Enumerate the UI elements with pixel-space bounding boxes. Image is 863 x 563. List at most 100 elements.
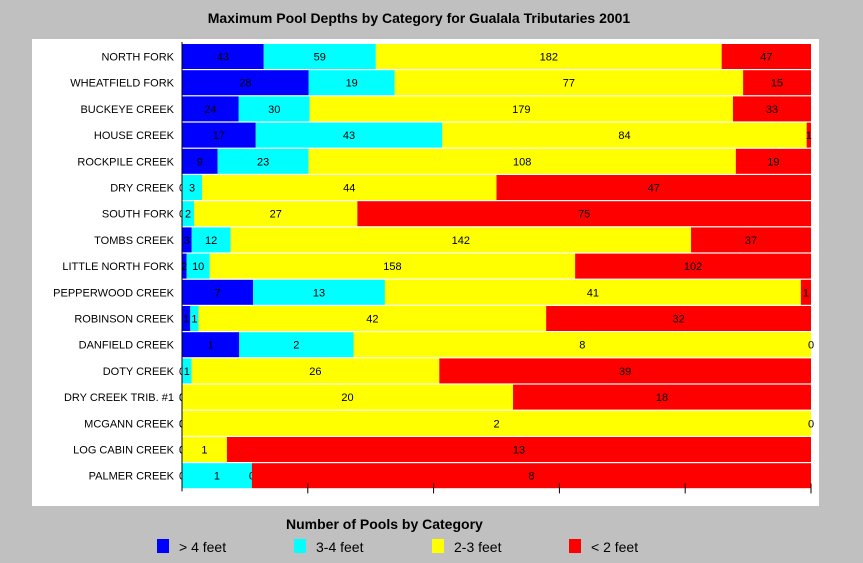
data-label: 15 xyxy=(771,78,783,90)
data-label: 0 xyxy=(808,340,814,352)
bar-segment xyxy=(182,122,256,148)
data-label: 9 xyxy=(197,156,203,168)
data-label: 3 xyxy=(189,183,195,195)
data-label: 2 xyxy=(293,340,299,352)
data-label: 1 xyxy=(191,314,197,326)
bar-segment xyxy=(182,227,192,253)
bar-segment xyxy=(394,70,744,96)
data-label: 37 xyxy=(745,235,757,247)
legend-swatch xyxy=(569,539,581,553)
bar-segment xyxy=(182,437,227,462)
bar-segment xyxy=(384,279,801,305)
chart-title: Maximum Pool Depths by Category for Gual… xyxy=(207,10,631,26)
category-label: DOTY CREEK xyxy=(103,366,175,378)
category-label: ROCKPILE CREEK xyxy=(77,156,174,168)
bar-segment xyxy=(308,70,395,96)
bar-segment xyxy=(191,227,231,253)
data-label: 1 xyxy=(183,314,189,326)
data-label: 47 xyxy=(648,183,660,195)
bar-segment xyxy=(800,279,811,305)
bar-segment xyxy=(496,175,811,200)
legend-swatch xyxy=(294,539,306,553)
data-label: 1 xyxy=(214,471,220,483)
bar-segment xyxy=(230,227,692,253)
bar-segment xyxy=(353,332,811,358)
bar-segment xyxy=(743,70,811,96)
legend-label: < 2 feet xyxy=(591,539,639,555)
data-label: 2 xyxy=(493,418,499,430)
legend-swatch xyxy=(157,539,169,553)
data-label: 75 xyxy=(578,209,590,221)
legend-label: > 4 feet xyxy=(179,539,227,555)
data-label: 17 xyxy=(213,130,225,142)
bar-segment xyxy=(190,306,199,331)
category-label: TOMBS CREEK xyxy=(94,235,175,247)
bar-segment xyxy=(182,96,239,122)
data-label: 42 xyxy=(366,314,378,326)
bar-segment xyxy=(513,384,811,410)
bar-segment xyxy=(546,306,811,331)
category-label: BUCKEYE CREEK xyxy=(80,104,174,116)
bar-segment xyxy=(182,279,254,305)
bar-segment xyxy=(182,175,203,200)
data-label: 23 xyxy=(257,156,269,168)
bar-segment xyxy=(721,44,811,69)
bar-segment xyxy=(375,44,722,69)
plot-panel: NORTH FORK 43 59 182 47 WHEATFIELD FORK 28 19 77… xyxy=(32,39,819,506)
data-label: 26 xyxy=(309,366,321,378)
bar-segment xyxy=(255,122,443,148)
data-label: 1 xyxy=(208,340,214,352)
bar-segment xyxy=(182,332,240,358)
legend-label: 3-4 feet xyxy=(316,539,364,555)
bar-segment xyxy=(735,148,811,174)
bar-segment xyxy=(194,201,358,227)
bar-segment xyxy=(309,96,733,122)
bar-segment xyxy=(182,70,309,96)
category-label: MCGANN CREEK xyxy=(84,418,175,430)
bar-segment xyxy=(186,253,210,279)
bar-segment xyxy=(182,358,192,384)
data-label: 33 xyxy=(766,104,778,116)
data-label: 158 xyxy=(383,261,401,273)
bar-segment xyxy=(182,201,195,227)
data-label: 19 xyxy=(346,78,358,90)
bar-segment xyxy=(357,201,811,227)
data-label: 2 xyxy=(181,261,187,273)
category-label: LOG CABIN CREEK xyxy=(73,445,175,457)
data-label: 3 xyxy=(184,235,190,247)
category-label: WHEATFIELD FORK xyxy=(70,78,174,90)
bar-segment xyxy=(238,96,310,122)
category-label: DRY CREEK TRIB. #1 xyxy=(64,392,174,404)
bar-segment xyxy=(575,253,811,279)
data-label: 32 xyxy=(672,314,684,326)
bar-segment xyxy=(182,410,811,436)
category-label: NORTH FORK xyxy=(101,52,174,64)
bar-segment xyxy=(226,437,811,462)
data-label: 30 xyxy=(268,104,280,116)
data-label: 0 xyxy=(808,418,814,430)
legend-label: 2-3 feet xyxy=(454,539,502,555)
bar-segment xyxy=(182,44,264,69)
data-label: 1 xyxy=(201,445,207,457)
category-label: PEPPERWOOD CREEK xyxy=(53,287,174,299)
bar-segment xyxy=(439,358,811,384)
data-label: 28 xyxy=(239,78,251,90)
data-label: 7 xyxy=(214,287,220,299)
data-label: 108 xyxy=(513,156,531,168)
data-label: 142 xyxy=(452,235,470,247)
data-label: 179 xyxy=(512,104,530,116)
data-label: 77 xyxy=(563,78,575,90)
bar-segment xyxy=(202,175,497,200)
data-label: 43 xyxy=(217,52,229,64)
bar-segment xyxy=(308,148,736,174)
category-label: DRY CREEK xyxy=(110,183,174,195)
bar-segment xyxy=(182,384,514,410)
data-label: 13 xyxy=(313,287,325,299)
data-label: 47 xyxy=(760,52,772,64)
category-label: LITTLE NORTH FORK xyxy=(62,261,174,273)
bar-segment xyxy=(732,96,811,122)
bar-segment xyxy=(182,463,252,489)
data-label: 1 xyxy=(184,366,190,378)
bar-segment xyxy=(251,463,811,489)
